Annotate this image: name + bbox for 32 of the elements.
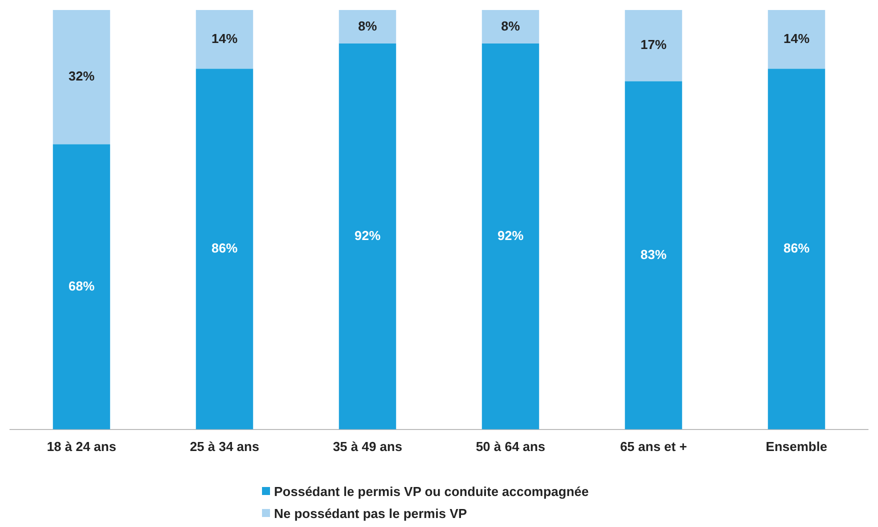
data-label: 86% — [211, 240, 238, 256]
bar — [482, 10, 540, 44]
bar — [624, 10, 682, 82]
x-tick-label: 50 à 64 ans — [476, 438, 546, 454]
bar — [196, 10, 254, 69]
data-label: 83% — [640, 246, 667, 262]
bar — [52, 144, 110, 430]
legend-label: Ne possédant pas le permis VP — [274, 506, 467, 520]
data-label: 8% — [501, 18, 520, 34]
data-label: 14% — [783, 30, 810, 46]
data-label: 92% — [497, 228, 524, 244]
data-label: 86% — [783, 240, 810, 256]
data-label: 92% — [354, 228, 381, 244]
x-tick-label: 35 à 49 ans — [332, 438, 402, 454]
data-label: 14% — [211, 30, 238, 46]
data-label: 32% — [68, 68, 95, 84]
bar — [768, 68, 826, 430]
bar — [338, 10, 396, 44]
data-label: 8% — [358, 18, 378, 34]
x-tick-label: 65 ans et + — [620, 438, 688, 454]
x-tick-label: Ensemble — [766, 438, 828, 454]
legend-label: Possédant le permis VP ou conduite accompagnée — [274, 484, 589, 498]
bar — [338, 44, 396, 430]
x-tick-label: 18 à 24 ans — [46, 438, 116, 454]
data-label: 17% — [640, 37, 667, 52]
bar — [196, 68, 254, 430]
bar — [768, 10, 826, 69]
x-tick-label: 25 à 34 ans — [190, 438, 260, 454]
bar — [52, 10, 110, 144]
bar — [482, 44, 540, 430]
data-label: 68% — [68, 278, 95, 294]
bar — [624, 81, 682, 430]
